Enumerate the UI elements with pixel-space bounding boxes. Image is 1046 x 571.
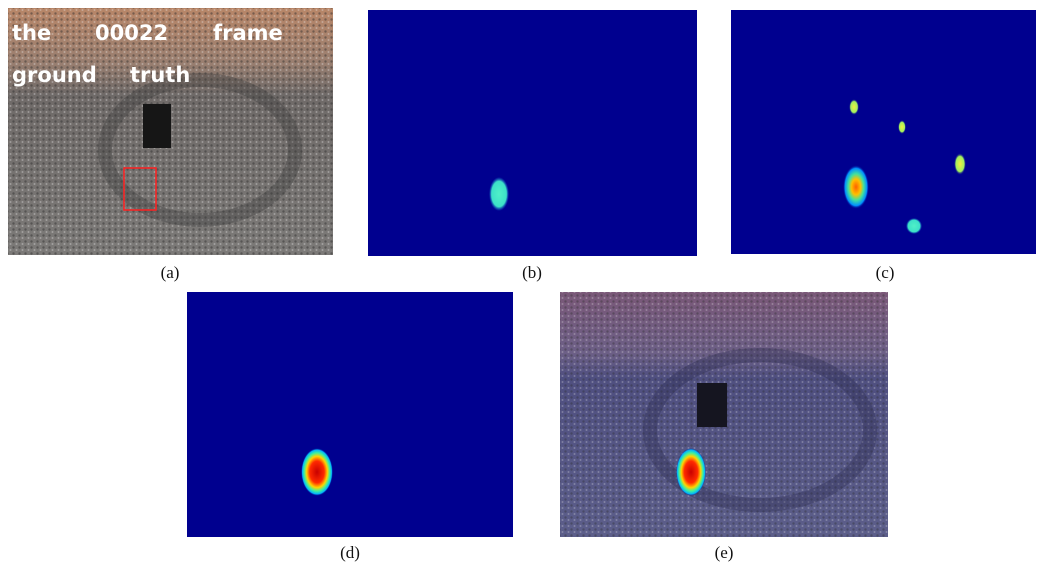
page: the 00022 frame ground truth (a) (b) (c)… [0, 0, 1046, 566]
figure: the 00022 frame ground truth (a) (b) (c)… [0, 0, 1046, 566]
hotspot [954, 153, 966, 175]
hotspot [843, 165, 869, 209]
panel-a: the 00022 frame ground truth (a) [8, 8, 333, 282]
hotspot [849, 99, 859, 115]
hotspot [906, 218, 922, 234]
hotspot [489, 177, 509, 211]
panel-c: (c) [731, 10, 1036, 282]
caption: (c) [876, 263, 895, 282]
caption: (b) [522, 263, 542, 282]
overlay-word: the [12, 21, 51, 45]
panel-e: (e) [560, 292, 888, 562]
panel-b: (b) [368, 10, 697, 282]
kaaba [143, 104, 171, 148]
heatmap [731, 10, 1036, 254]
caption: (a) [161, 263, 180, 282]
hotspot [301, 448, 333, 496]
hotspot [898, 120, 906, 134]
overlay-word: 00022 [95, 21, 168, 45]
heatmap [368, 10, 697, 256]
caption: (d) [340, 543, 360, 562]
panel-d: (d) [187, 292, 513, 562]
heatmap [187, 292, 513, 537]
overlay-word: frame [213, 21, 283, 45]
overlay-word: ground [12, 63, 97, 87]
kaaba [697, 383, 727, 427]
overlay-word: truth [130, 63, 190, 87]
hotspot [676, 448, 706, 496]
caption: (e) [715, 543, 734, 562]
